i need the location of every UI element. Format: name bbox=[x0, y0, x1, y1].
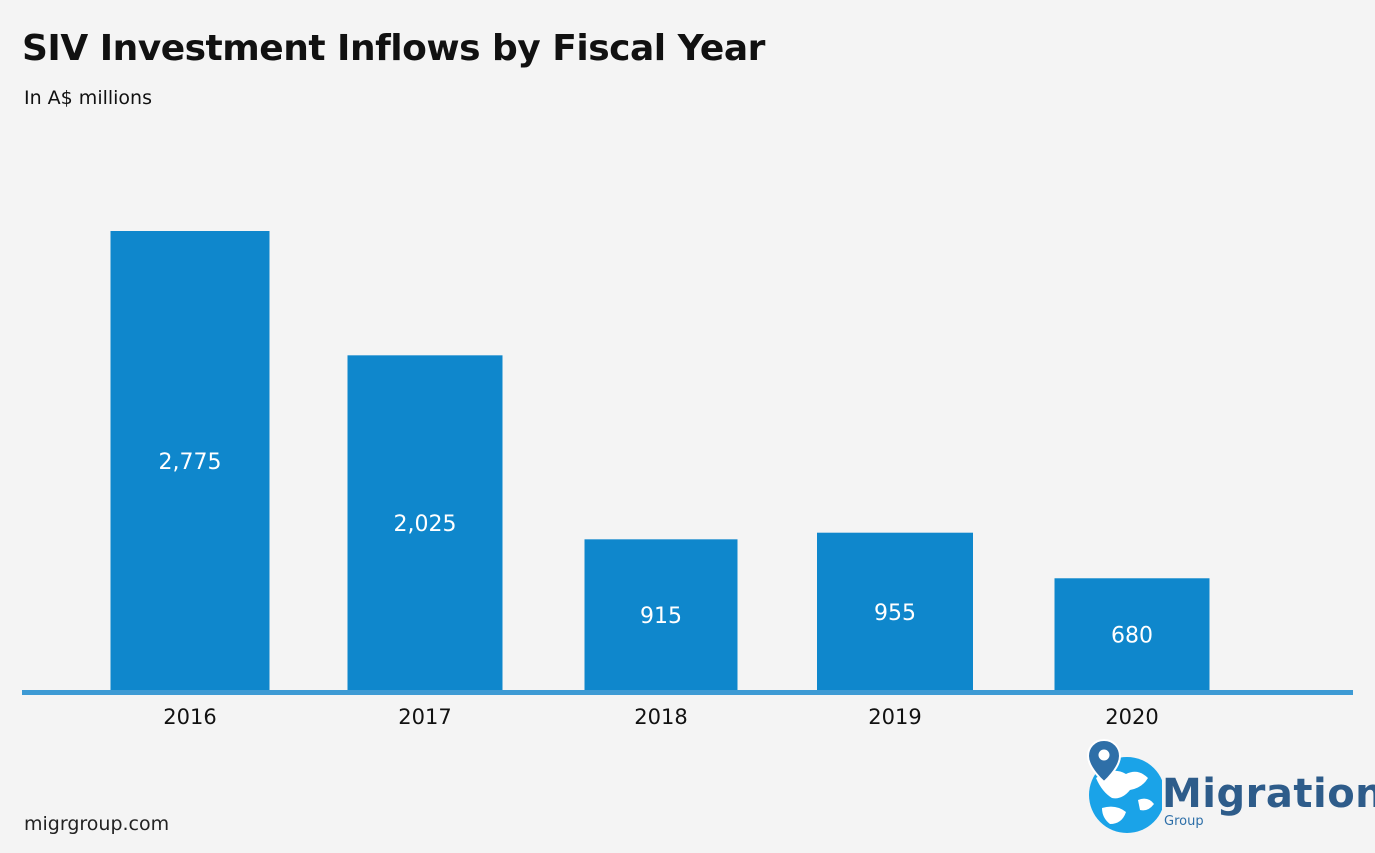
x-tick-label: 2019 bbox=[868, 705, 921, 729]
website-url[interactable]: migrgroup.com bbox=[24, 813, 170, 835]
x-tick-label: 2016 bbox=[163, 705, 216, 729]
bar-value-label: 680 bbox=[1111, 624, 1153, 649]
bar-value-label: 2,775 bbox=[159, 450, 222, 475]
bar-value-label: 955 bbox=[874, 601, 916, 626]
chart-subtitle: In A$ millions bbox=[24, 87, 152, 109]
x-axis-line bbox=[22, 690, 1353, 695]
bar-2019 bbox=[817, 532, 973, 691]
bar-value-label: 2,025 bbox=[394, 512, 457, 537]
globe-pin-icon bbox=[1086, 738, 1162, 833]
x-tick-label: 2018 bbox=[634, 705, 687, 729]
bar-2020 bbox=[1054, 578, 1210, 691]
logo-subname: Group bbox=[1164, 814, 1204, 829]
bar-2017 bbox=[347, 355, 503, 691]
company-logo: Migration Group bbox=[1082, 738, 1375, 838]
bar-value-label: 915 bbox=[640, 604, 682, 629]
bar-2018 bbox=[584, 539, 738, 691]
chart-title: SIV Investment Inflows by Fiscal Year bbox=[22, 28, 765, 69]
bar-2016 bbox=[110, 231, 270, 691]
logo-name: Migration bbox=[1162, 771, 1375, 817]
x-tick-label: 2017 bbox=[398, 705, 451, 729]
x-tick-label: 2020 bbox=[1105, 705, 1158, 729]
